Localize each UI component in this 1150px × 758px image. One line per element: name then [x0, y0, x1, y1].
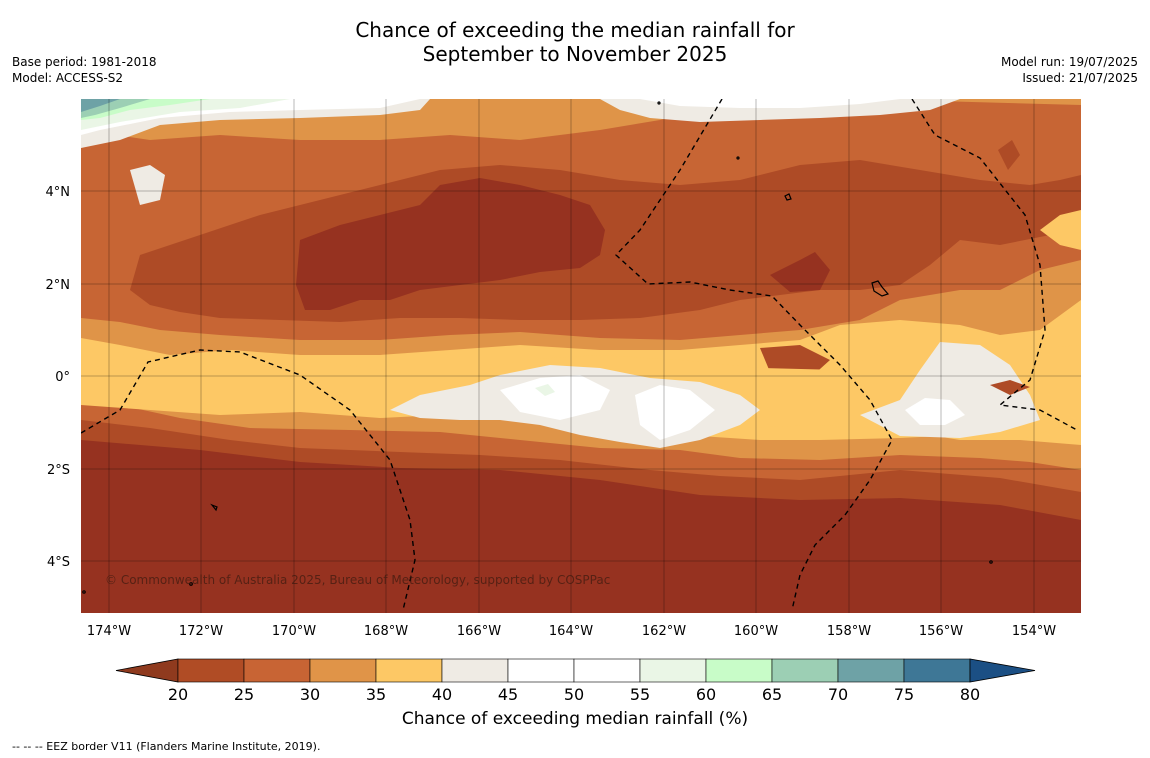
- colorbar-segment: [573, 658, 641, 683]
- lon-label: 170°W: [272, 624, 316, 639]
- lon-label: 168°W: [364, 624, 408, 639]
- eez-footnote: -- -- -- EEZ border V11 (Flanders Marine…: [12, 740, 321, 753]
- colorbar-label: Chance of exceeding median rainfall (%): [401, 709, 749, 729]
- lon-label: 156°W: [919, 624, 963, 639]
- colorbar-tick-label: 80: [960, 685, 980, 704]
- colorbar-segment: [177, 658, 245, 683]
- lat-label: 4°N: [46, 185, 71, 200]
- colorbar-segment: [375, 658, 443, 683]
- colorbar-tick-label: 60: [696, 685, 716, 704]
- lon-label: 174°W: [87, 624, 131, 639]
- lat-label: 2°N: [46, 278, 71, 293]
- colorbar-tick-label: 50: [564, 685, 584, 704]
- title-line-2: September to November 2025: [422, 42, 728, 66]
- colorbar-segment: [309, 658, 377, 683]
- issued-text: Issued: 21/07/2025: [1022, 71, 1138, 85]
- left-metadata: Base period: 1981-2018 Model: ACCESS-S2: [12, 54, 157, 86]
- colorbar-segment: [837, 658, 905, 683]
- eez-borders: [81, 99, 1078, 611]
- colorbar-tick-label: 30: [300, 685, 320, 704]
- colorbar-tick-label: 55: [630, 685, 650, 704]
- map-field: [81, 99, 1081, 613]
- colorbar-segment: [771, 658, 839, 683]
- lon-label: 158°W: [827, 624, 871, 639]
- colorbar-tick-label: 75: [894, 685, 914, 704]
- colorbar-segment: [441, 658, 509, 683]
- colorbar-tick-label: 65: [762, 685, 782, 704]
- lon-label: 162°W: [642, 624, 686, 639]
- lon-label: 154°W: [1012, 624, 1056, 639]
- colorbar-segment: [903, 658, 971, 683]
- colorbar-segment: [507, 658, 575, 683]
- colorbar-tick-label: 20: [168, 685, 188, 704]
- colorbar-tick-label: 35: [366, 685, 386, 704]
- lon-label: 164°W: [549, 624, 593, 639]
- colorbar-tick-label: 70: [828, 685, 848, 704]
- colorbar-extend-high: [969, 658, 1036, 683]
- lat-label: 4°S: [47, 555, 70, 570]
- map-title: Chance of exceeding the median rainfall …: [0, 18, 1150, 66]
- latitude-labels: 4°N 2°N 0° 2°S 4°S: [46, 185, 71, 570]
- base-period-text: Base period: 1981-2018: [12, 55, 157, 69]
- colorbar-segment: [639, 658, 707, 683]
- model-text: Model: ACCESS-S2: [12, 71, 124, 85]
- colorbar-extend-low: [115, 658, 179, 683]
- colorbar-tick-label: 45: [498, 685, 518, 704]
- lon-label: 172°W: [179, 624, 223, 639]
- colorbar-tick-label: 25: [234, 685, 254, 704]
- lat-label: 0°: [55, 370, 70, 385]
- longitude-labels: 174°W 172°W 170°W 168°W 166°W 164°W 162°…: [87, 624, 1056, 639]
- graticule: [81, 99, 1081, 613]
- right-metadata: Model run: 19/07/2025 Issued: 21/07/2025: [1001, 54, 1138, 86]
- model-run-text: Model run: 19/07/2025: [1000, 55, 1138, 69]
- colorbar: 20 25 30 35 40 45 50 55 60 65 70 75 80: [115, 658, 1036, 704]
- islands: [82, 101, 993, 594]
- colorbar-segment: [243, 658, 311, 683]
- lon-label: 160°W: [734, 624, 778, 639]
- title-line-1: Chance of exceeding the median rainfall …: [355, 18, 795, 42]
- copyright-text: © Commonwealth of Australia 2025, Bureau…: [105, 573, 610, 587]
- lat-label: 2°S: [47, 463, 70, 478]
- colorbar-segment: [705, 658, 773, 683]
- colorbar-tick-label: 40: [432, 685, 452, 704]
- lon-label: 166°W: [457, 624, 501, 639]
